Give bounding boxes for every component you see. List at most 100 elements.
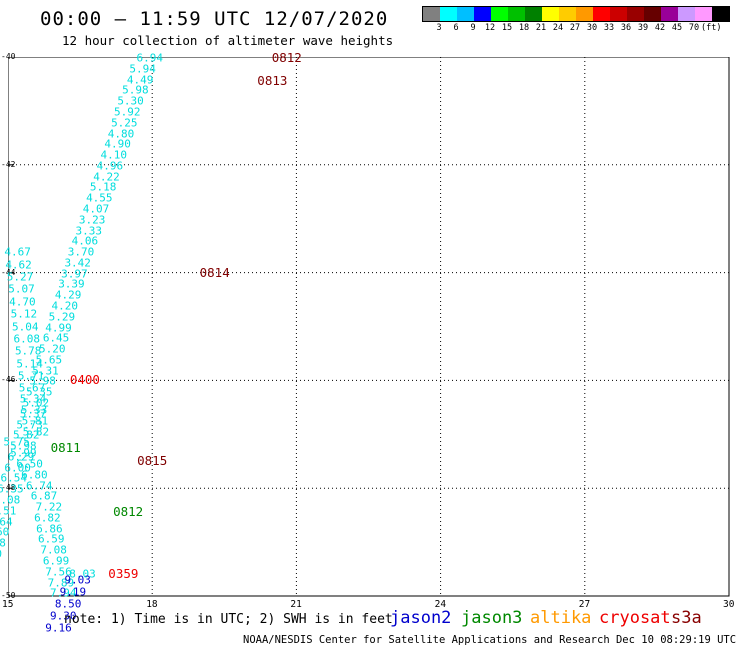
- wave-height-value: 6.35: [0, 482, 24, 496]
- footer-credit: NOAA/NESDIS Center for Satellite Applica…: [243, 634, 740, 646]
- x-axis-label: 21: [290, 599, 302, 610]
- wave-height-value: 9.30: [50, 609, 77, 623]
- pass-time-label: 0811: [50, 439, 81, 455]
- wave-height-value: 4.22: [93, 170, 120, 184]
- y-axis-ticks: [8, 57, 14, 597]
- wave-height-value: 5.82: [13, 428, 40, 442]
- pass-time-label: 0359: [108, 566, 139, 582]
- wave-height-value: 5.75: [3, 435, 30, 449]
- wave-height-value: 5.98: [122, 83, 149, 97]
- legend-label: 6: [453, 23, 459, 33]
- legend-label: 45: [671, 23, 683, 33]
- wave-height-value: 4.10: [100, 148, 127, 162]
- wave-height-value: 5.25: [111, 116, 138, 130]
- legend-swatch: [644, 7, 661, 21]
- y-axis-label: -42: [1, 159, 16, 169]
- wave-height-value: 4.07: [82, 202, 110, 216]
- note-text: note: 1) Time is in UTC; 2) SWH is in fe…: [64, 612, 393, 627]
- legend-swatch: [440, 7, 457, 21]
- wave-height-value: 4.99: [45, 321, 72, 335]
- wave-height-value: 5.30: [117, 94, 144, 108]
- pass-time-label: 0813: [257, 73, 288, 89]
- pass-time-label: 0812: [271, 50, 302, 66]
- wave-height-map: [8, 57, 730, 597]
- wave-height-value: 7.56: [45, 565, 72, 579]
- legend-label: 15: [501, 23, 513, 33]
- legend-swatch: [661, 7, 678, 21]
- x-axis-label: 24: [434, 599, 447, 610]
- legend-swatch: [695, 7, 712, 21]
- wave-height-value: 5.14: [16, 357, 43, 371]
- wave-height-value: 5.33: [20, 403, 48, 417]
- pass-time-label: 0814: [199, 264, 230, 280]
- pass-time-label: 0812: [113, 504, 144, 520]
- legend-swatch: [559, 7, 576, 21]
- wave-height-value: 6.29: [7, 450, 35, 464]
- legend-label: 39: [637, 23, 649, 33]
- wave-height-value: 4.67: [4, 245, 31, 259]
- wave-height-value: 5.99: [10, 446, 37, 460]
- wave-height-value: 6.00: [4, 461, 31, 475]
- satellite-legend-cryosat: cryosat: [599, 608, 671, 628]
- legend-label: 21: [535, 23, 547, 33]
- wave-height-value: 9.16: [45, 621, 72, 635]
- wave-height-value: 6.99: [42, 554, 70, 568]
- legend-label: 3: [436, 23, 442, 33]
- legend-swatch: [627, 7, 644, 21]
- wave-height-value: 6.08: [13, 332, 40, 346]
- wave-height-value: 4.90: [104, 137, 131, 151]
- legend-label: 36: [620, 23, 632, 33]
- wave-height-value: 3.97: [61, 267, 88, 281]
- y-axis-label: -40: [1, 52, 16, 61]
- y-axis-label: -46: [1, 375, 16, 385]
- map-subtitle: 12 hour collection of altimeter wave hei…: [62, 33, 394, 48]
- legend-swatch: [423, 7, 440, 21]
- map-title: 00:00 — 11:59 UTC 12/07/2020: [40, 8, 389, 30]
- wave-height-value: 7.51: [0, 504, 17, 518]
- wave-height-value: 5.65: [35, 353, 63, 367]
- wave-height-value: 5.18: [89, 180, 117, 194]
- wave-height-value: 7.08: [0, 493, 21, 507]
- wave-height-value: 4.96: [96, 159, 124, 173]
- wave-height-value: 3.70: [67, 245, 95, 259]
- wave-height-value: 3.39: [58, 277, 85, 291]
- plot-frame: [8, 57, 730, 597]
- wave-height-value: 4.29: [54, 288, 82, 302]
- wave-height-value: 3.33: [75, 224, 103, 238]
- wave-height-value: 4.55: [86, 191, 113, 205]
- y-axis-label: -50: [1, 591, 16, 600]
- wave-height-value: 6.94: [136, 51, 164, 65]
- wave-height-value: 5.27: [6, 270, 34, 284]
- y-axis-label: -48: [1, 483, 16, 493]
- wave-height-value: 8.60: [0, 548, 2, 559]
- wave-height-value: 5.12: [10, 307, 38, 321]
- satellite-legend-s3a: s3a: [671, 608, 702, 628]
- wave-height-value: 7.60: [0, 525, 10, 539]
- wave-height-value: 5.98: [10, 439, 37, 453]
- legend-label: 27: [569, 23, 581, 33]
- wave-height-value: 6.59: [38, 532, 65, 546]
- legend-swatch: [576, 7, 593, 21]
- wave-height-value: 5.71: [17, 369, 45, 383]
- wave-height-value: 5.07: [8, 282, 35, 296]
- wave-height-value: 7.89: [47, 576, 75, 590]
- wave-height-value: 5.98: [29, 374, 56, 388]
- legend-label: 9: [470, 23, 476, 33]
- wave-height-value: 6.80: [21, 468, 48, 482]
- wave-height-value: 5.02: [22, 396, 50, 410]
- wave-height-value: 7.64: [0, 515, 13, 529]
- legend-label: (ft): [701, 23, 722, 33]
- y-axis-label: -44: [1, 267, 16, 277]
- legend-label: 24: [552, 23, 564, 33]
- x-axis-label: 30: [723, 599, 735, 610]
- legend-swatch: [457, 7, 474, 21]
- wave-height-value: 5.82: [22, 425, 50, 439]
- wave-height-value: 6.87: [30, 489, 58, 503]
- wave-height-value: 8.50: [54, 597, 82, 611]
- satellite-legend-jason3: jason3: [461, 608, 523, 628]
- wave-height-value: 4.70: [9, 295, 36, 309]
- legend-label: 70: [688, 23, 700, 33]
- legend-label: 18: [518, 23, 530, 33]
- wave-height-value: 9.03: [64, 573, 91, 587]
- legend-label: 12: [484, 23, 496, 33]
